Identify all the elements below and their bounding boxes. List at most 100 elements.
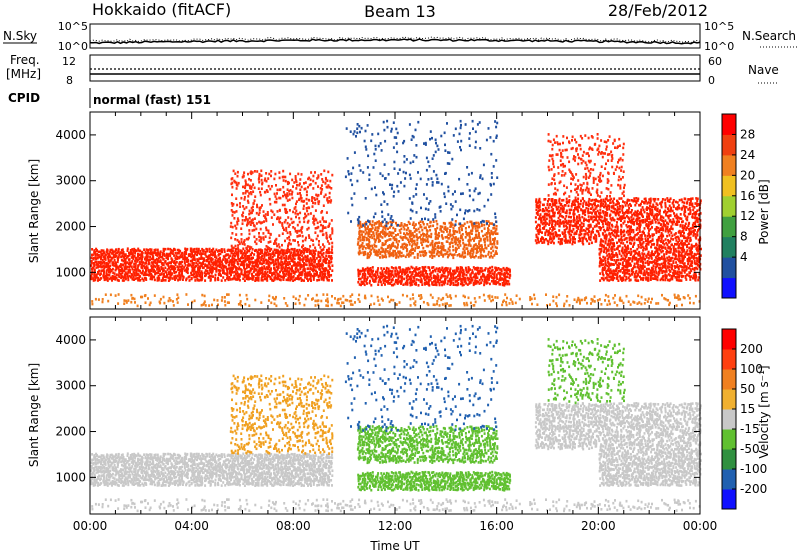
power-cell	[317, 251, 319, 254]
power-cell	[397, 243, 399, 246]
power-cell	[657, 198, 659, 201]
power-cell	[304, 276, 306, 279]
power-cell	[266, 277, 268, 280]
power-cell	[447, 227, 449, 230]
power-cell	[142, 261, 144, 264]
power-cell	[470, 244, 472, 247]
power-cell	[452, 273, 454, 276]
power-cell	[606, 235, 608, 238]
power-cell	[258, 277, 260, 280]
power-cell	[165, 248, 167, 251]
power-cell	[422, 250, 424, 253]
power-cell	[455, 241, 457, 244]
power-cell	[447, 267, 449, 270]
power-cell	[269, 240, 271, 243]
power-cell	[320, 191, 322, 194]
power-cell	[672, 228, 674, 231]
power-cell	[590, 236, 592, 239]
power-cell	[595, 199, 597, 202]
power-cell	[331, 174, 333, 177]
power-cell	[295, 177, 297, 180]
power-cell	[299, 234, 301, 237]
power-cell	[457, 254, 459, 257]
power-cell	[681, 240, 683, 243]
power-cell	[327, 171, 329, 174]
power-cell	[270, 248, 272, 251]
power-cell	[328, 200, 330, 203]
power-cell	[207, 270, 209, 273]
power-cell	[94, 251, 96, 254]
power-cell	[470, 239, 472, 242]
power-cell	[152, 255, 154, 258]
power-cell	[676, 213, 678, 216]
power-cell	[565, 234, 567, 237]
power-cell	[400, 228, 402, 231]
power-cell	[568, 216, 570, 219]
power-cell	[601, 220, 603, 223]
noise-right-bottom-tick: 10^0	[704, 40, 734, 53]
power-cell	[214, 277, 216, 280]
power-cell	[237, 257, 239, 260]
power-cell	[243, 175, 245, 178]
power-cell	[294, 258, 296, 261]
power-cell	[580, 233, 582, 236]
power-cell	[283, 249, 285, 252]
power-cell	[548, 198, 550, 201]
power-cell	[635, 200, 637, 203]
power-cell	[642, 216, 644, 219]
power-cell	[543, 215, 545, 218]
noise-panel-frame	[90, 24, 700, 48]
power-cell	[679, 239, 681, 242]
power-cell	[100, 272, 102, 275]
power-cell	[241, 269, 243, 272]
power-cell	[179, 270, 181, 273]
power-cell	[610, 198, 612, 201]
power-cell	[557, 166, 559, 169]
power-cell	[606, 226, 608, 229]
power-cell	[306, 210, 308, 213]
power-cell	[579, 219, 581, 222]
power-cell	[563, 225, 565, 228]
power-cell	[432, 255, 434, 258]
power-cell	[640, 209, 642, 212]
power-cell	[499, 283, 501, 286]
power-cell	[429, 250, 431, 253]
power-cell	[420, 226, 422, 229]
power-cell	[321, 210, 323, 213]
power-cell	[134, 277, 136, 280]
power-cell	[215, 257, 217, 260]
power-cell	[687, 237, 689, 240]
power-cell	[394, 272, 396, 275]
power-cell	[296, 267, 298, 270]
power-cell	[558, 229, 560, 232]
power-cell	[278, 277, 280, 280]
power-cell	[239, 275, 241, 278]
power-cell	[242, 219, 244, 222]
power-cell	[237, 219, 239, 222]
power-cell	[551, 168, 553, 171]
power-cell	[215, 274, 217, 277]
power-cell	[561, 174, 563, 177]
power-cell	[465, 278, 467, 281]
power-cell	[412, 252, 414, 255]
power-cell	[313, 197, 315, 200]
power-cell	[181, 270, 183, 273]
power-cell	[667, 208, 669, 211]
power-cell	[454, 230, 456, 233]
power-cell	[436, 227, 438, 230]
power-cell	[457, 282, 459, 285]
power-cell	[215, 259, 217, 262]
power-cell	[295, 216, 297, 219]
power-cell	[330, 251, 332, 254]
power-cell	[383, 268, 385, 271]
power-cell	[240, 227, 242, 230]
power-cell	[181, 265, 183, 268]
power-cell	[449, 229, 451, 232]
power-cell	[483, 284, 485, 287]
power-cell	[426, 273, 428, 276]
power-cell	[602, 202, 604, 205]
power-cell	[487, 244, 489, 247]
power-cell	[236, 204, 238, 207]
power-cell	[317, 174, 319, 177]
power-cell	[285, 208, 287, 211]
